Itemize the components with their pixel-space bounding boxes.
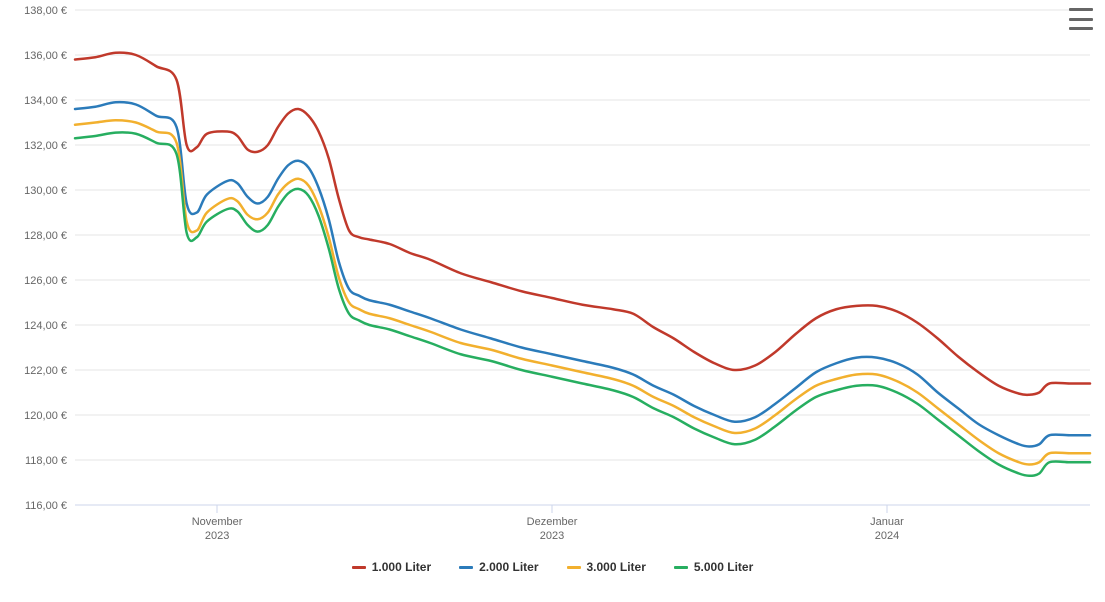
x-axis-month-label: Januar bbox=[870, 516, 904, 528]
legend-label: 5.000 Liter bbox=[694, 560, 753, 574]
legend-item[interactable]: 1.000 Liter bbox=[352, 560, 431, 574]
y-axis-tick-label: 122,00 € bbox=[24, 365, 67, 377]
legend-label: 3.000 Liter bbox=[587, 560, 646, 574]
series-line[interactable] bbox=[75, 102, 1090, 446]
legend-swatch bbox=[459, 566, 473, 569]
y-axis-tick-label: 136,00 € bbox=[24, 50, 67, 62]
x-axis-month-label: November bbox=[192, 516, 243, 528]
legend-label: 2.000 Liter bbox=[479, 560, 538, 574]
y-axis-tick-label: 124,00 € bbox=[24, 320, 67, 332]
x-axis-year-label: 2023 bbox=[205, 530, 229, 542]
legend-swatch bbox=[674, 566, 688, 569]
y-axis-tick-label: 130,00 € bbox=[24, 185, 67, 197]
chart-menu-button[interactable] bbox=[1069, 6, 1093, 32]
y-axis-tick-label: 120,00 € bbox=[24, 410, 67, 422]
y-axis-tick-label: 128,00 € bbox=[24, 230, 67, 242]
series-line[interactable] bbox=[75, 53, 1090, 395]
price-chart: 116,00 € 118,00 € 120,00 € 122,00 € 124,00 €… bbox=[0, 0, 1105, 602]
series-line[interactable] bbox=[75, 120, 1090, 464]
legend-item[interactable]: 2.000 Liter bbox=[459, 560, 538, 574]
x-axis-year-label: 2024 bbox=[875, 530, 899, 542]
legend-swatch bbox=[352, 566, 366, 569]
x-axis-month-label: Dezember bbox=[527, 516, 578, 528]
y-axis-tick-label: 126,00 € bbox=[24, 275, 67, 287]
chart-canvas: 116,00 € 118,00 € 120,00 € 122,00 € 124,00 €… bbox=[0, 0, 1105, 545]
legend-item[interactable]: 3.000 Liter bbox=[567, 560, 646, 574]
y-axis-tick-label: 138,00 € bbox=[24, 5, 67, 17]
legend-item[interactable]: 5.000 Liter bbox=[674, 560, 753, 574]
y-axis-tick-label: 116,00 € bbox=[25, 500, 67, 512]
legend-label: 1.000 Liter bbox=[372, 560, 431, 574]
x-axis-year-label: 2023 bbox=[540, 530, 564, 542]
y-axis-tick-label: 118,00 € bbox=[25, 455, 67, 467]
y-axis-tick-label: 132,00 € bbox=[24, 140, 67, 152]
y-axis-tick-label: 134,00 € bbox=[24, 95, 67, 107]
chart-legend: 1.000 Liter 2.000 Liter 3.000 Liter 5.000 L… bbox=[0, 560, 1105, 574]
hamburger-icon bbox=[1069, 8, 1093, 11]
legend-swatch bbox=[567, 566, 581, 569]
